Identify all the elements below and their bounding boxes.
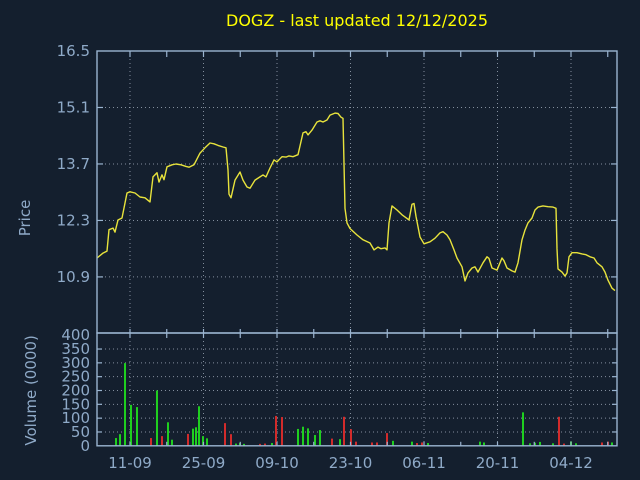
volume-bar — [206, 438, 208, 446]
volume-bar — [331, 438, 333, 446]
volume-bar — [601, 442, 603, 446]
volume-bar — [259, 443, 261, 446]
volume-bar — [355, 441, 357, 446]
volume-bar — [167, 422, 169, 446]
volume-tick-label: 0 — [80, 437, 90, 455]
volume-bar — [611, 442, 613, 446]
volume-bar — [421, 442, 423, 446]
volume-bar — [192, 428, 194, 446]
volume-bar — [119, 434, 121, 446]
volume-tick-label: 150 — [61, 395, 90, 413]
volume-bar — [307, 428, 309, 446]
volume-bar — [230, 434, 232, 446]
volume-tick-label: 350 — [61, 340, 90, 358]
volume-bar — [302, 426, 304, 446]
volume-tick-label: 250 — [61, 368, 90, 386]
volume-bar — [416, 443, 418, 446]
volume-bar — [411, 441, 413, 446]
volume-bar — [534, 442, 536, 446]
x-tick-label: 25-09 — [182, 454, 226, 472]
price-line — [96, 112, 616, 292]
volume-bar — [150, 438, 152, 446]
price-tick-label: 13.7 — [57, 155, 90, 173]
volume-tick-label: 200 — [61, 382, 90, 400]
volume-bar — [539, 441, 541, 446]
x-tick-label: 23-10 — [329, 454, 373, 472]
volume-bar — [350, 429, 352, 446]
price-panel-frame — [96, 50, 618, 334]
volume-bar — [156, 390, 158, 446]
volume-bar — [171, 439, 173, 446]
volume-bar — [376, 442, 378, 446]
chart-title: DOGZ - last updated 12/12/2025 — [226, 11, 488, 30]
volume-panel-frame — [96, 332, 618, 447]
volume-bar — [552, 443, 554, 446]
volume-bar — [297, 428, 299, 446]
x-tick-label: 04-12 — [549, 454, 593, 472]
volume-bar — [563, 443, 565, 446]
volume-bar — [202, 436, 204, 446]
volume-bar — [575, 443, 577, 446]
volume-bar — [195, 427, 197, 446]
x-tick-label: 11-09 — [108, 454, 152, 472]
volume-bar — [529, 443, 531, 446]
volume-bar — [161, 436, 163, 446]
volume-bar — [136, 407, 138, 446]
volume-bar — [235, 443, 237, 446]
x-tick-label: 20-11 — [476, 454, 520, 472]
volume-bar — [522, 412, 524, 446]
volume-tick-label: 300 — [61, 354, 90, 372]
volume-bar — [479, 441, 481, 446]
volume-bar — [339, 439, 341, 446]
volume-bar — [271, 443, 273, 446]
volume-bar — [198, 406, 200, 446]
volume-bar — [224, 423, 226, 446]
volume-bar — [264, 443, 266, 446]
volume-axis-title: Volume (0000) — [22, 335, 40, 445]
volume-bar — [386, 433, 388, 446]
price-tick-label: 15.1 — [57, 98, 90, 116]
volume-bar — [343, 416, 345, 446]
x-tick-label: 09-10 — [255, 454, 299, 472]
price-tick-label: 16.5 — [57, 42, 90, 60]
volume-bar — [392, 440, 394, 446]
volume-bar — [483, 442, 485, 446]
price-axis-title: Price — [16, 200, 34, 237]
volume-bar — [427, 443, 429, 446]
volume-bar — [275, 415, 277, 446]
volume-bar — [130, 404, 132, 446]
volume-tick-label: 50 — [71, 423, 90, 441]
x-tick-label: 06-11 — [402, 454, 446, 472]
volume-bar — [124, 363, 126, 446]
volume-bar — [187, 433, 189, 446]
volume-bar — [243, 443, 245, 446]
price-tick-label: 10.9 — [57, 268, 90, 286]
volume-bar — [319, 430, 321, 446]
volume-bar — [314, 435, 316, 446]
price-tick-label: 12.3 — [57, 211, 90, 229]
volume-bar — [115, 438, 117, 446]
volume-bar — [558, 416, 560, 446]
volume-bar — [371, 442, 373, 446]
volume-tick-label: 100 — [61, 409, 90, 427]
volume-bar — [281, 417, 283, 446]
volume-tick-label: 400 — [61, 326, 90, 344]
